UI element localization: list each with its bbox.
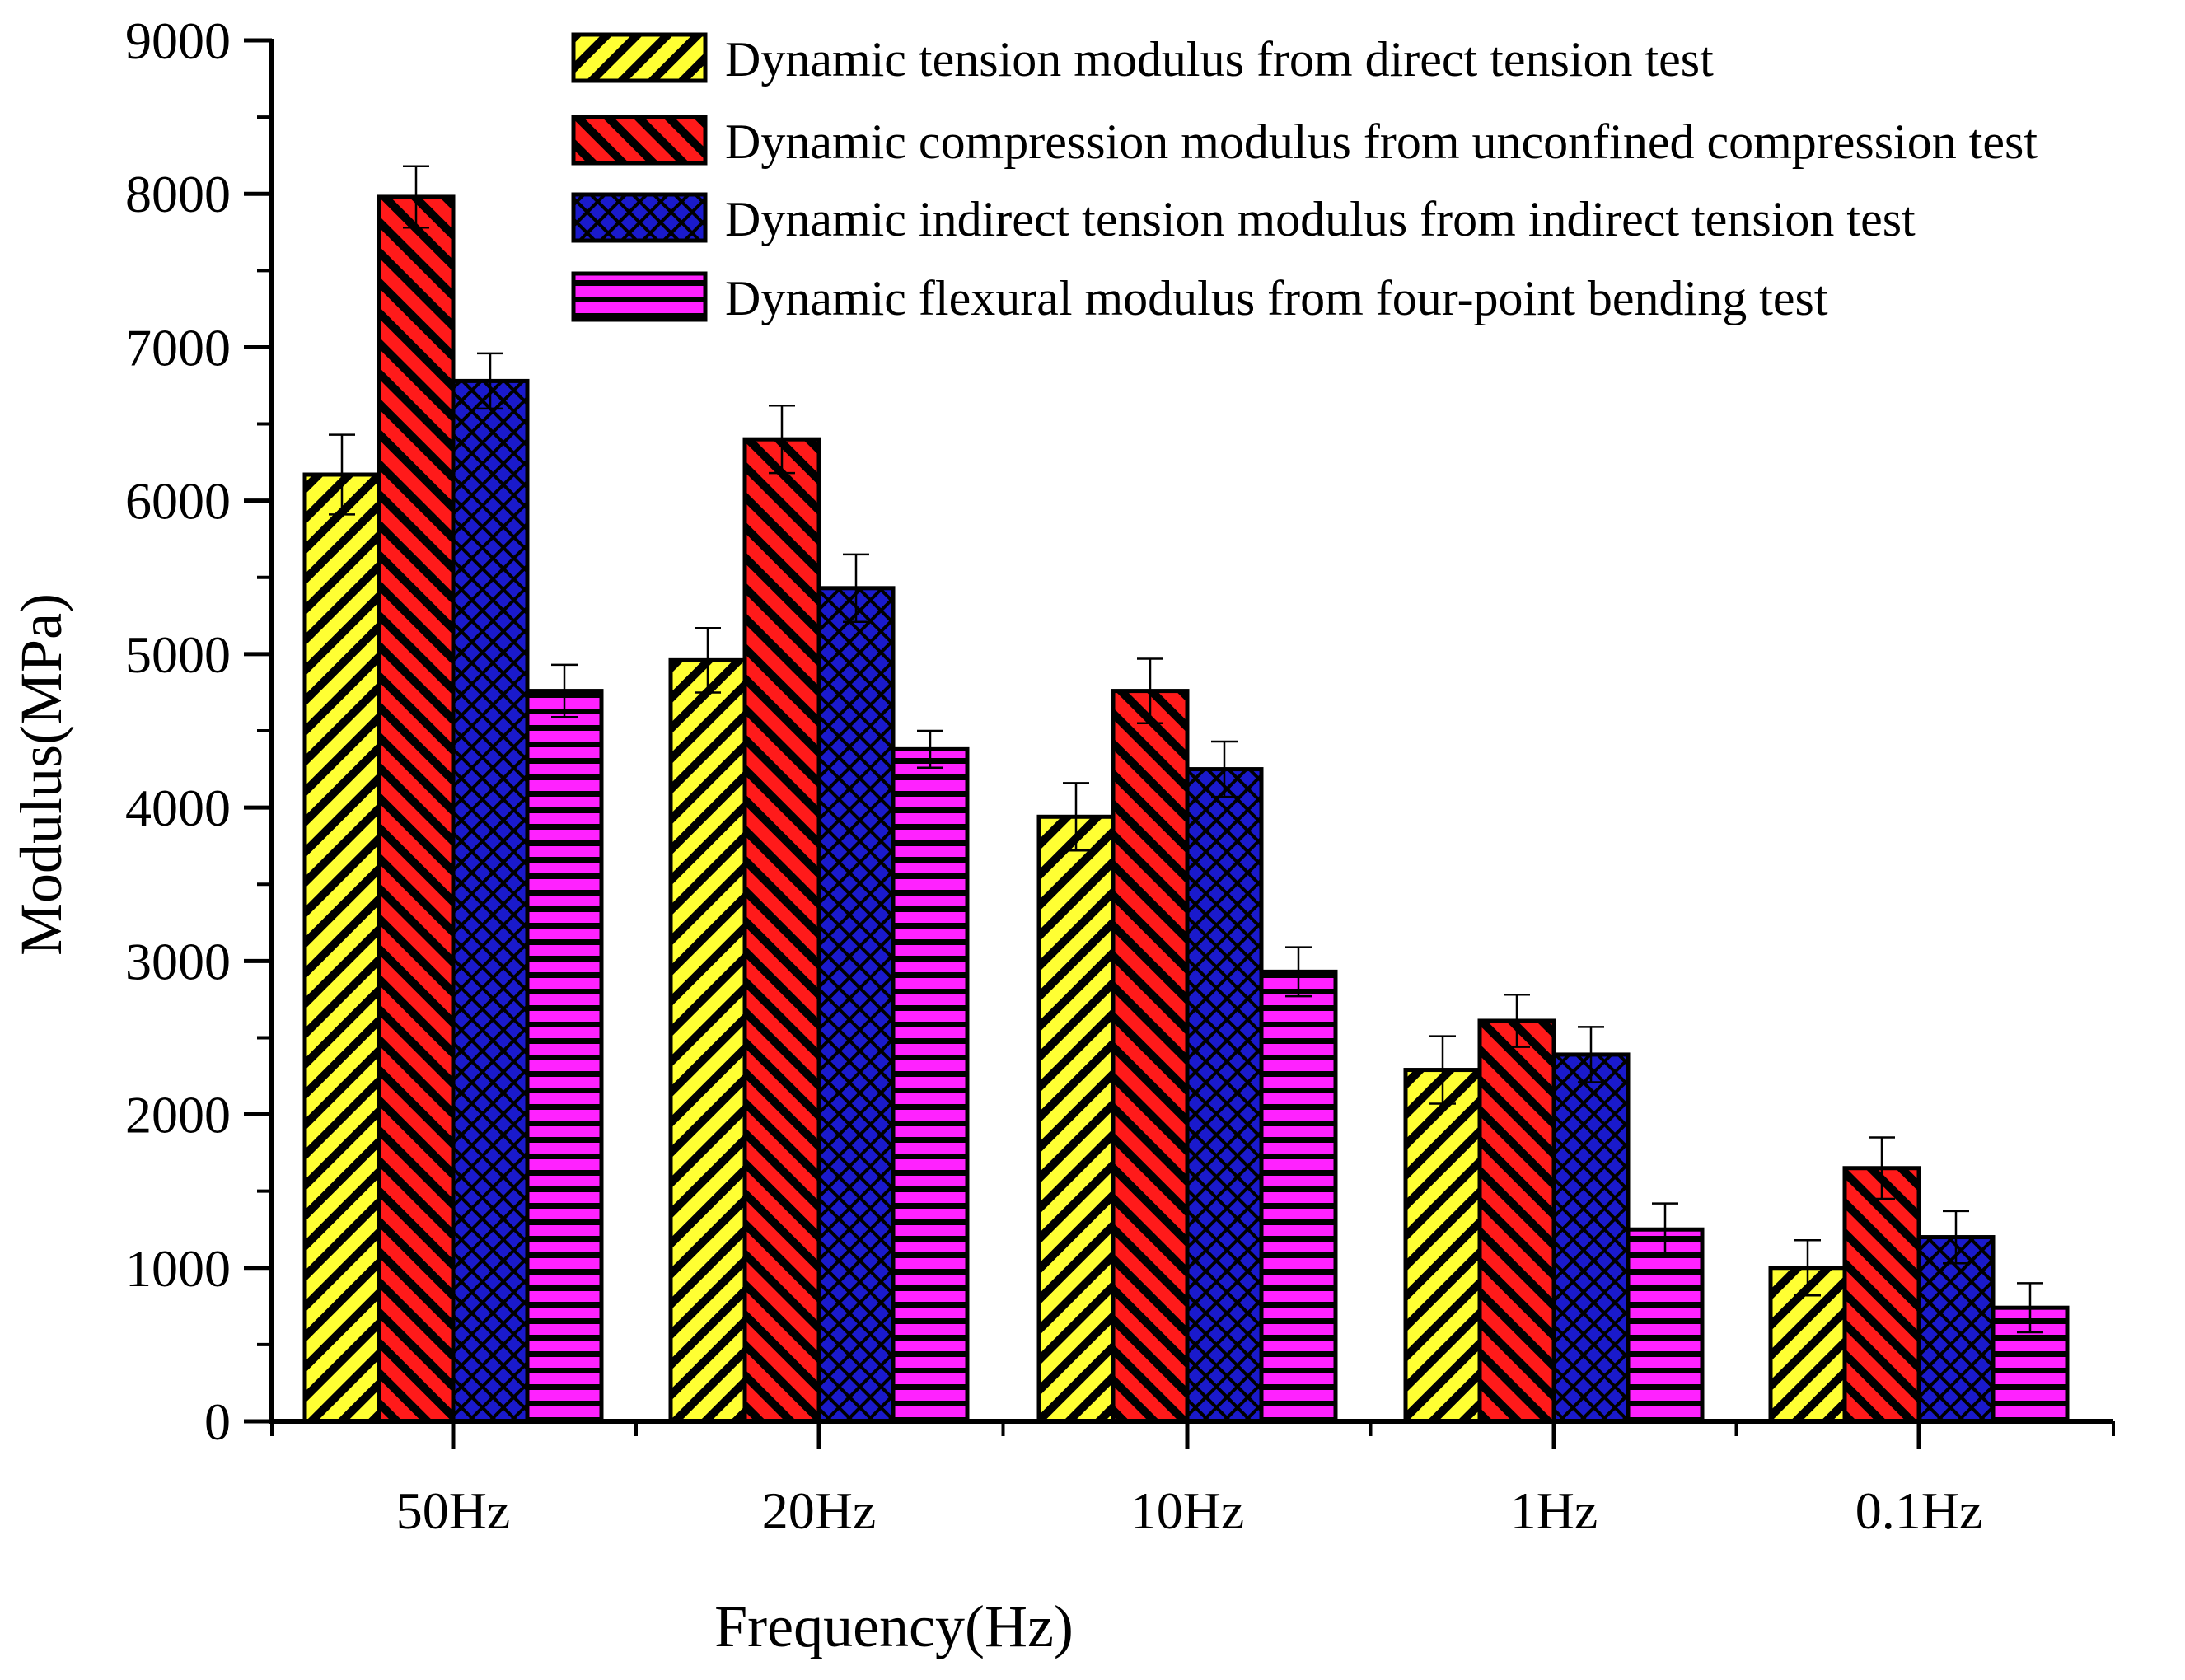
bar-series3-0p1hz <box>1916 1235 1996 1424</box>
axes-layer <box>244 38 2115 1449</box>
bar-series2-1hz <box>1477 1018 1556 1424</box>
x-axis-title: Frequency(Hz) <box>714 1593 1074 1659</box>
errorbar-series1-20hz <box>695 626 721 694</box>
errorbar-series4-10hz <box>1285 946 1312 998</box>
errorbar-series2-0p1hz <box>1869 1136 1895 1200</box>
errorbar-series3-10hz <box>1211 740 1238 798</box>
bar-series2-50hz <box>377 194 456 1424</box>
bar-series4-20hz <box>891 746 970 1424</box>
errorbar-series2-50hz <box>403 165 429 229</box>
errorbar-series3-50hz <box>477 352 503 410</box>
y-tick-label: 5000 <box>125 625 231 684</box>
bar-series4-50hz <box>525 689 604 1424</box>
bar-series2-0p1hz <box>1842 1166 1921 1424</box>
errorbar-series3-0p1hz <box>1943 1210 1969 1265</box>
errorbar-series1-50hz <box>329 433 355 516</box>
errorbar-series4-50hz <box>551 663 578 718</box>
x-tick-label: 50Hz <box>396 1481 511 1540</box>
legend-label-tension: Dynamic tension modulus from direct tens… <box>725 32 1714 87</box>
bar-series3-1hz <box>1551 1052 1631 1424</box>
tick-labels-layer: 0 1000 2000 3000 4000 5000 6000 7000 8000 9000 50H… <box>125 12 1982 1540</box>
legend-swatch-compression <box>571 115 708 166</box>
bar-series2-20hz <box>742 437 821 1424</box>
y-axis-title: Modulus(MPa) <box>8 593 74 956</box>
bar-series4-10hz <box>1259 969 1338 1424</box>
x-tick-label: 0.1Hz <box>1855 1481 1983 1540</box>
bars-layer <box>302 194 2070 1424</box>
bar-series1-10hz <box>1036 814 1116 1424</box>
bar-series2-10hz <box>1111 689 1190 1424</box>
errorbar-series2-1hz <box>1504 994 1530 1048</box>
legend-label-flexural: Dynamic flexural modulus from four-point… <box>725 271 1828 325</box>
y-tick-label: 8000 <box>125 165 231 223</box>
bar-series3-10hz <box>1185 767 1264 1424</box>
errorbar-series1-0p1hz <box>1794 1239 1821 1297</box>
errorbar-series2-20hz <box>769 404 795 475</box>
bar-series1-50hz <box>302 472 381 1424</box>
y-tick-label: 1000 <box>125 1239 231 1298</box>
bar-series1-1hz <box>1403 1068 1482 1424</box>
y-tick-label: 3000 <box>125 932 231 990</box>
error-bars-layer <box>329 165 2043 1334</box>
bar-series1-20hz <box>668 657 747 1424</box>
legend-label-indirect-tension: Dynamic indirect tension modulus from in… <box>725 192 1916 246</box>
legend: Dynamic tension modulus from direct tens… <box>571 32 2038 325</box>
errorbar-series4-20hz <box>917 729 943 769</box>
errorbar-series3-1hz <box>1578 1026 1604 1083</box>
errorbar-series4-0p1hz <box>2017 1282 2043 1334</box>
bar-series3-50hz <box>451 378 530 1424</box>
legend-swatch-tension <box>571 32 708 83</box>
bar-series3-20hz <box>816 586 896 1424</box>
errorbar-series3-20hz <box>843 553 869 624</box>
y-tick-label: 9000 <box>125 12 231 70</box>
y-tick-label: 7000 <box>125 318 231 377</box>
errorbar-series4-1hz <box>1652 1202 1678 1257</box>
y-tick-label: 2000 <box>125 1086 231 1144</box>
legend-label-compression: Dynamic compression modulus from unconfi… <box>725 115 2038 169</box>
x-tick-label: 1Hz <box>1510 1481 1598 1540</box>
errorbar-series2-10hz <box>1137 657 1163 724</box>
y-tick-label: 4000 <box>125 779 231 837</box>
x-tick-label: 10Hz <box>1130 1481 1245 1540</box>
legend-swatch-indirect-tension <box>571 192 708 243</box>
x-tick-label: 20Hz <box>762 1481 877 1540</box>
errorbar-series1-10hz <box>1063 782 1089 852</box>
y-tick-label: 6000 <box>125 472 231 531</box>
y-tick-label: 0 <box>204 1392 231 1451</box>
errorbar-series1-1hz <box>1429 1035 1456 1105</box>
legend-swatch-flexural <box>571 271 708 322</box>
bar-series4-1hz <box>1626 1227 1705 1424</box>
